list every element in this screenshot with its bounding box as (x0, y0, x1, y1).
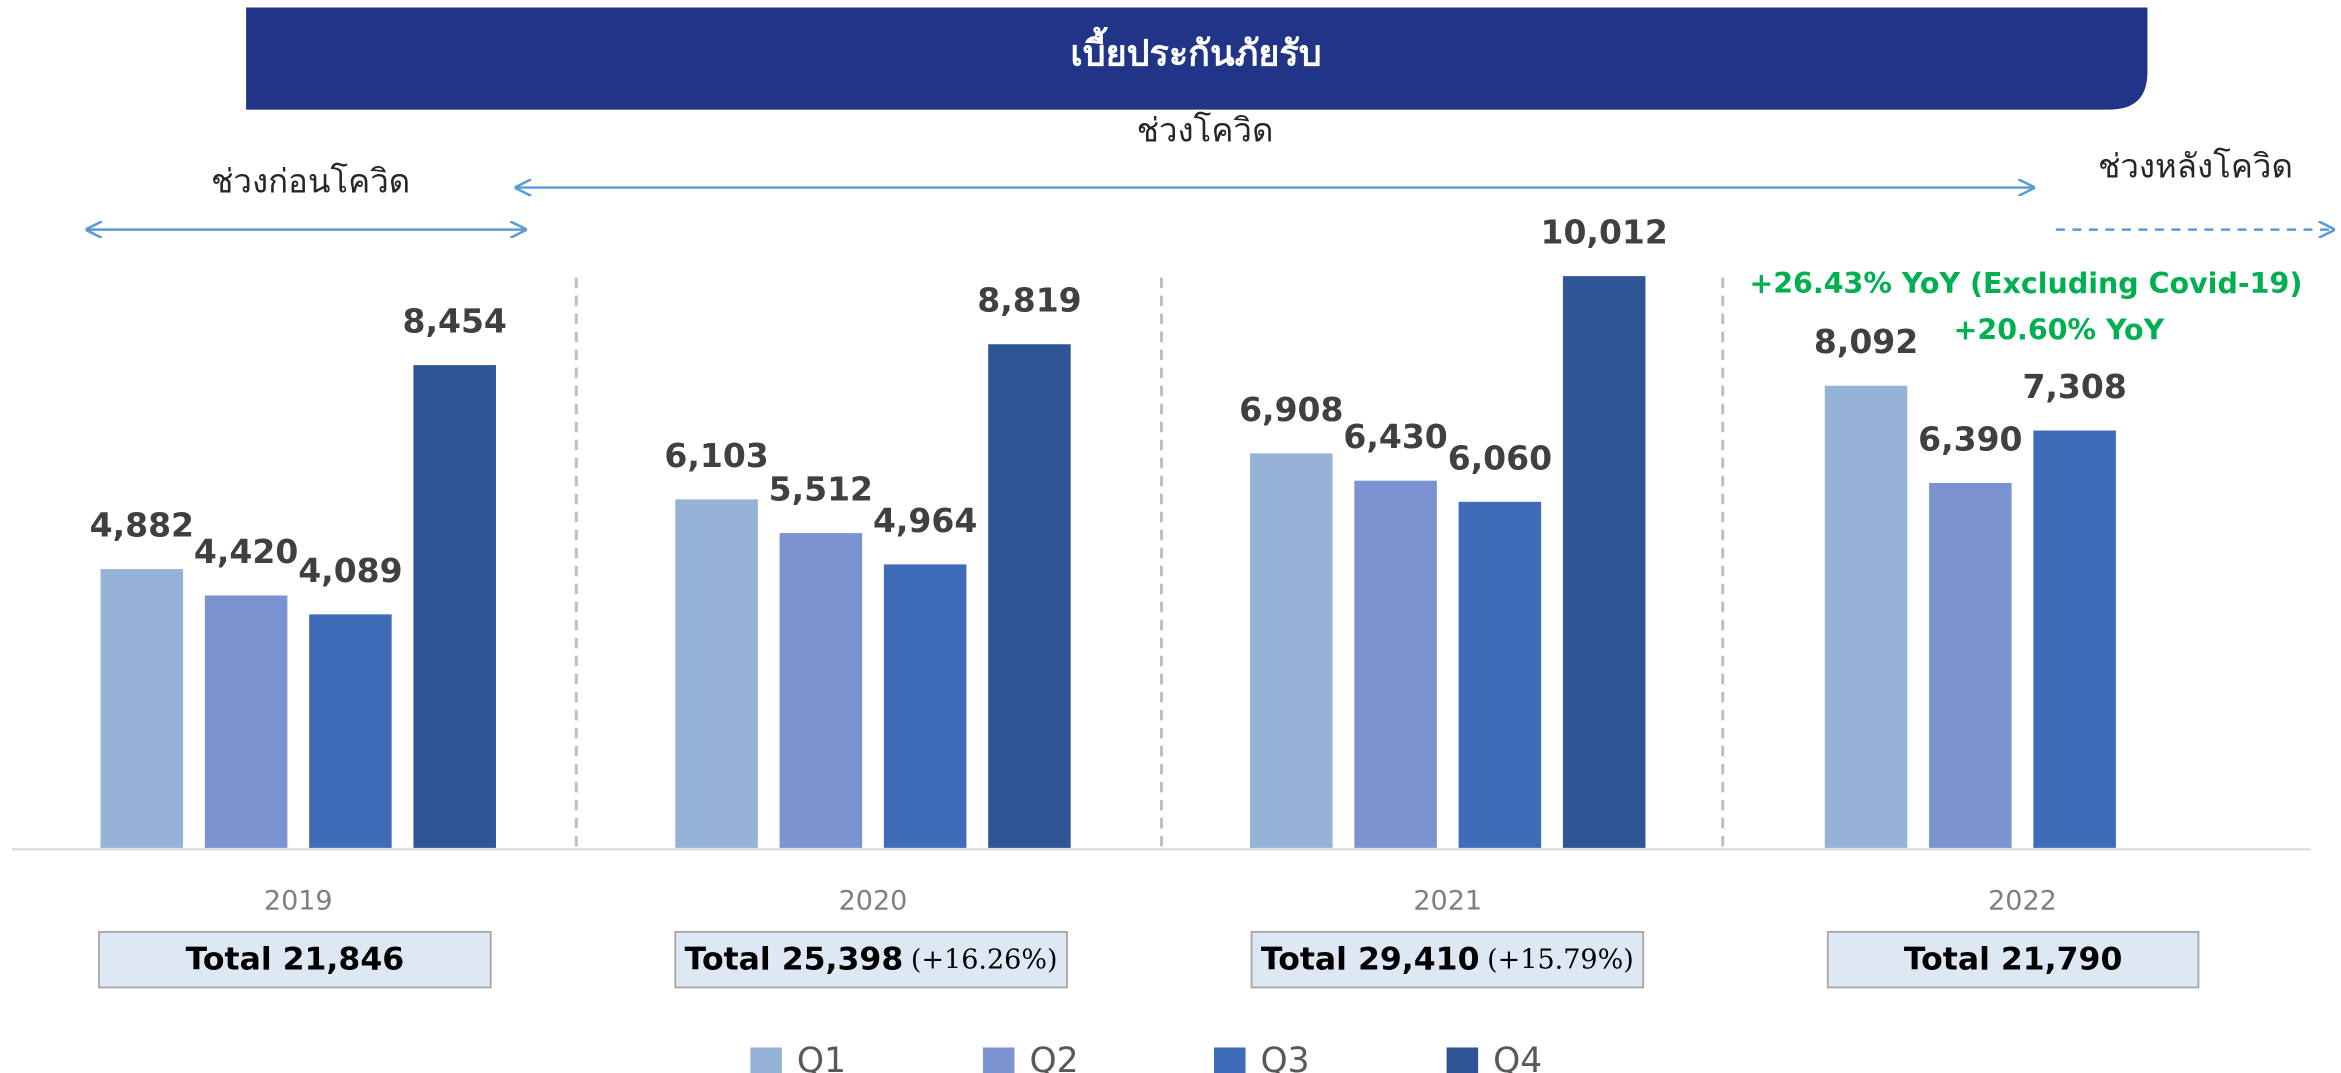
value-label: 8,454 (402, 302, 506, 341)
total-spacer (1480, 945, 1488, 973)
value-label: 6,103 (664, 436, 768, 475)
total-value: Total 21,790 (1904, 941, 2123, 977)
value-label: 8,819 (977, 281, 1081, 320)
legend-swatch (750, 1047, 782, 1073)
total-label: Total 21,790 (1904, 941, 2123, 977)
value-label: 10,012 (1541, 213, 1668, 252)
total-label: Total 21,846 (186, 941, 405, 977)
legend-swatch (1446, 1047, 1479, 1073)
total-spacer (903, 945, 911, 973)
value-label: 6,908 (1239, 390, 1343, 429)
x-tick-label: 2020 (839, 885, 908, 916)
value-label: 6,390 (1918, 419, 2022, 458)
bar (100, 569, 184, 848)
total-box (1826, 931, 2200, 989)
bar (1250, 453, 1333, 848)
value-label: 4,964 (873, 501, 977, 540)
bar (675, 499, 758, 848)
total-value: Total 21,846 (186, 941, 405, 977)
value-label: 8,092 (1814, 322, 1918, 361)
x-tick-label: 2019 (264, 885, 333, 916)
value-label: 4,089 (298, 551, 402, 590)
total-box (674, 931, 1068, 989)
value-label: 4,420 (194, 532, 298, 571)
legend-label: Q1 (797, 1041, 846, 1073)
bar (1354, 480, 1437, 848)
period-label: ช่วงก่อนโควิด (211, 162, 410, 201)
total-box (1250, 931, 1645, 989)
title-banner (246, 7, 2148, 110)
period-label: ช่วงโควิด (1137, 111, 1274, 150)
yoy-annotation: +26.43% YoY (Excluding Covid-19) (1749, 267, 2302, 300)
total-box (98, 931, 492, 989)
bar (1824, 385, 1908, 848)
legend-swatch (1214, 1047, 1246, 1073)
bar (883, 564, 967, 848)
x-tick-label: 2022 (1988, 885, 2057, 916)
x-tick-label: 2021 (1413, 885, 1482, 916)
bar (779, 533, 863, 848)
total-label: Total 29,410 (+15.79%) (1261, 941, 1634, 977)
total-change: (+15.79%) (1487, 944, 1634, 975)
value-label: 4,882 (90, 506, 194, 545)
bar (309, 614, 392, 848)
value-label: 7,308 (2022, 367, 2126, 406)
chart-title: เบี้ยประกันภัยรับ (1070, 27, 1321, 75)
yoy-annotation: +20.60% YoY (1954, 314, 2165, 347)
legend-label: Q3 (1261, 1041, 1310, 1073)
value-label: 6,430 (1343, 417, 1447, 456)
legend-label: Q4 (1493, 1041, 1542, 1073)
bar (1562, 276, 1646, 848)
total-label: Total 25,398 (+16.26%) (685, 941, 1058, 977)
legend-swatch (982, 1047, 1015, 1073)
total-change: (+16.26%) (911, 944, 1058, 975)
value-label: 5,512 (769, 470, 873, 509)
bar (413, 365, 496, 848)
period-label: ช่วงหลังโควิด (2098, 147, 2293, 186)
bar (1929, 482, 2012, 848)
bar (1458, 501, 1542, 848)
bar (988, 344, 1071, 848)
total-value: Total 29,410 (1261, 941, 1480, 977)
legend-label: Q2 (1029, 1041, 1078, 1073)
bar (204, 595, 288, 848)
total-value: Total 25,398 (685, 941, 904, 977)
value-label: 6,060 (1448, 438, 1552, 477)
bar (2033, 430, 2116, 848)
